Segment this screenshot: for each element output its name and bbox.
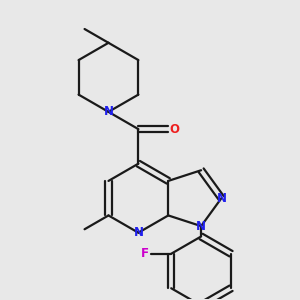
Text: N: N [103,105,113,119]
Text: N: N [196,220,206,232]
Text: N: N [216,192,226,205]
Text: O: O [169,123,179,136]
Text: N: N [134,226,143,239]
Text: F: F [141,247,149,260]
